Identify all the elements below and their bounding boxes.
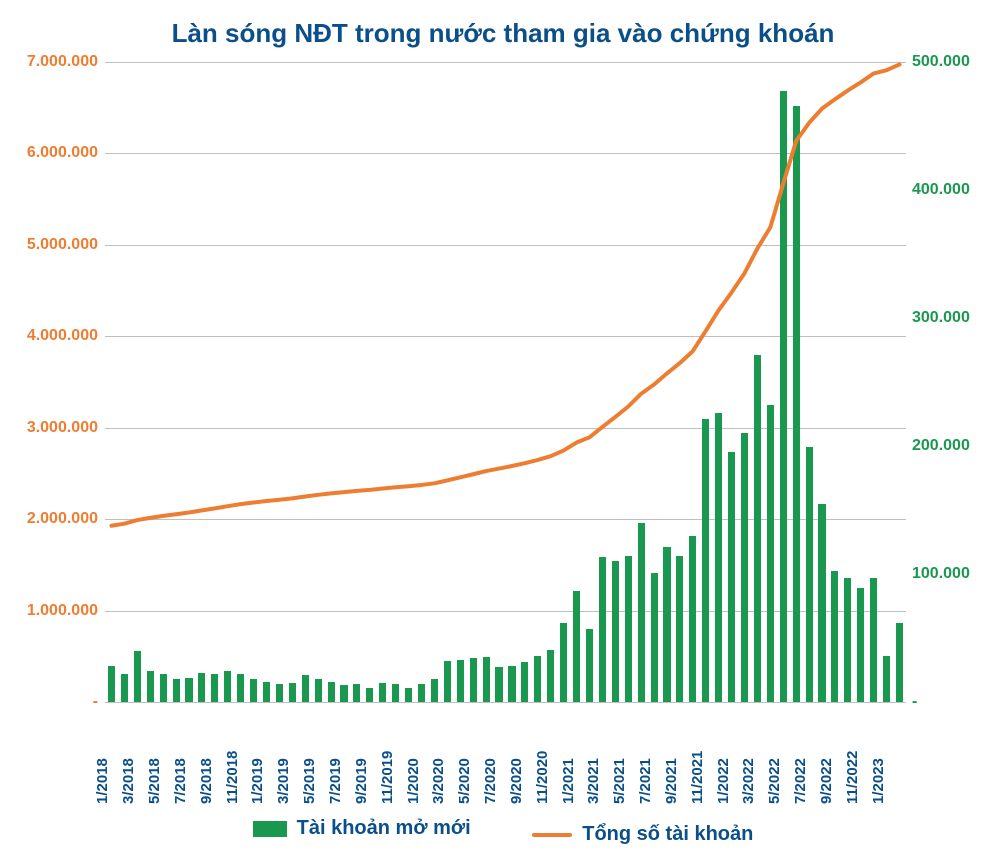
x-tick-label: 7/2021 — [637, 758, 654, 804]
chart-container: Làn sóng NĐT trong nước tham gia vào chứ… — [0, 0, 1006, 862]
x-tick-label: 5/2020 — [456, 758, 473, 804]
legend-label-line: Tổng số tài khoản — [582, 823, 753, 846]
x-tick-label: 1/2023 — [870, 758, 887, 804]
x-tick-label: 9/2018 — [198, 758, 215, 804]
x-tick-label: 11/2022 — [844, 751, 861, 804]
y-right-tick-label: 100.000 — [912, 565, 994, 583]
x-tick-label: 9/2021 — [663, 758, 680, 804]
plot-area — [105, 62, 906, 702]
legend: Tài khoản mở mới Tổng số tài khoản — [0, 817, 1006, 846]
x-tick-label: 9/2022 — [818, 758, 835, 804]
x-tick-label: 7/2019 — [327, 758, 344, 804]
x-axis-labels: 1/20183/20185/20187/20189/201811/20181/2… — [105, 704, 906, 804]
x-tick-label: 5/2021 — [611, 758, 628, 804]
y-left-tick-label: 3.000.000 — [12, 419, 98, 437]
x-tick-label: 11/2019 — [379, 751, 396, 804]
legend-swatch-bar — [253, 821, 287, 837]
x-tick-label: 3/2022 — [740, 758, 757, 804]
x-tick-label: 9/2020 — [508, 758, 525, 804]
x-tick-label: 7/2022 — [792, 758, 809, 804]
line-svg — [105, 62, 906, 702]
legend-item-bar: Tài khoản mở mới — [253, 817, 471, 840]
x-tick-label: 7/2018 — [172, 758, 189, 804]
x-tick-label: 1/2022 — [715, 758, 732, 804]
x-tick-label: 1/2020 — [405, 758, 422, 804]
legend-swatch-line — [532, 833, 572, 837]
x-tick-label: 11/2020 — [534, 751, 551, 804]
legend-item-line: Tổng số tài khoản — [532, 823, 753, 846]
line-series-path — [111, 64, 899, 525]
x-tick-label: 11/2021 — [689, 751, 706, 804]
chart-title: Làn sóng NĐT trong nước tham gia vào chứ… — [0, 18, 1006, 49]
y-left-tick-label: 2.000.000 — [12, 510, 98, 528]
x-tick-label: 1/2019 — [249, 758, 266, 804]
y-left-tick-label: - — [12, 693, 98, 711]
x-tick-label: 5/2019 — [301, 758, 318, 804]
y-right-tick-label: 200.000 — [912, 437, 994, 455]
y-left-tick-label: 6.000.000 — [12, 144, 98, 162]
x-tick-label: 5/2022 — [766, 758, 783, 804]
x-tick-label: 11/2018 — [224, 751, 241, 804]
x-tick-label: 1/2018 — [94, 758, 111, 804]
y-right-tick-label: 400.000 — [912, 181, 994, 199]
y-left-tick-label: 5.000.000 — [12, 236, 98, 254]
x-tick-label: 3/2020 — [430, 758, 447, 804]
x-tick-label: 3/2021 — [585, 758, 602, 804]
x-tick-label: 3/2019 — [275, 758, 292, 804]
x-tick-label: 5/2018 — [146, 758, 163, 804]
y-left-tick-label: 7.000.000 — [12, 53, 98, 71]
y-left-tick-label: 4.000.000 — [12, 327, 98, 345]
x-tick-label: 7/2020 — [482, 758, 499, 804]
x-tick-label: 1/2021 — [560, 758, 577, 804]
y-left-tick-label: 1.000.000 — [12, 602, 98, 620]
legend-label-bar: Tài khoản mở mới — [297, 817, 471, 840]
y-right-tick-label: 300.000 — [912, 309, 994, 327]
x-tick-label: 3/2018 — [120, 758, 137, 804]
y-right-tick-label: - — [912, 693, 994, 711]
y-right-tick-label: 500.000 — [912, 53, 994, 71]
x-axis-line — [105, 702, 906, 703]
x-tick-label: 9/2019 — [353, 758, 370, 804]
